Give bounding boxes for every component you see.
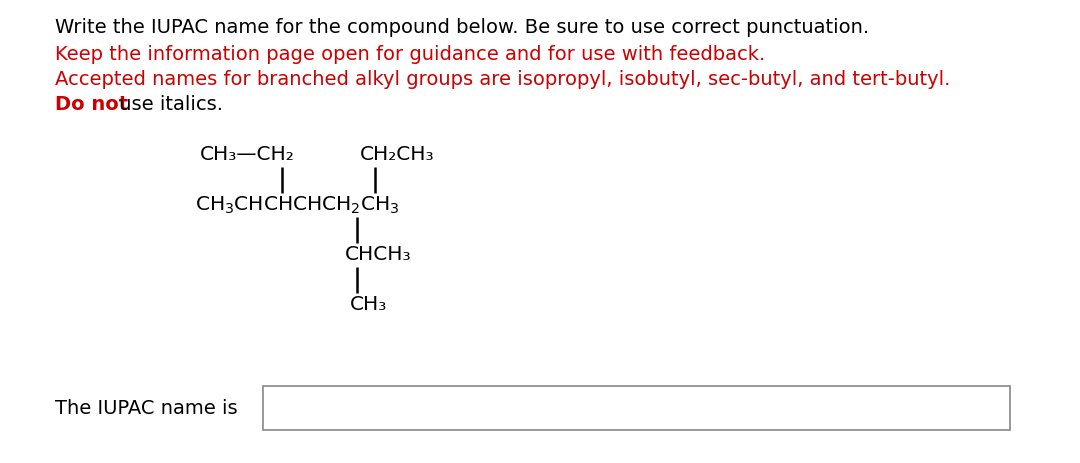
FancyBboxPatch shape	[264, 386, 1010, 430]
Text: CH₂CH₃: CH₂CH₃	[360, 145, 434, 164]
Text: Keep the information page open for guidance and for use with feedback.: Keep the information page open for guida…	[55, 45, 766, 64]
Text: Do not: Do not	[55, 95, 129, 114]
Text: CH₃: CH₃	[350, 295, 388, 314]
Text: Write the IUPAC name for the compound below. Be sure to use correct punctuation.: Write the IUPAC name for the compound be…	[55, 18, 869, 37]
Text: Accepted names for branched alkyl groups are isopropyl, isobutyl, sec-butyl, and: Accepted names for branched alkyl groups…	[55, 70, 950, 89]
Text: CHCH₃: CHCH₃	[345, 245, 411, 264]
Text: CH$_3$CHCHCHCH$_2$CH$_3$: CH$_3$CHCHCHCH$_2$CH$_3$	[195, 194, 400, 216]
Text: The IUPAC name is: The IUPAC name is	[55, 399, 238, 418]
Text: CH₃—CH₂: CH₃—CH₂	[200, 145, 295, 164]
Text: use italics.: use italics.	[113, 95, 222, 114]
